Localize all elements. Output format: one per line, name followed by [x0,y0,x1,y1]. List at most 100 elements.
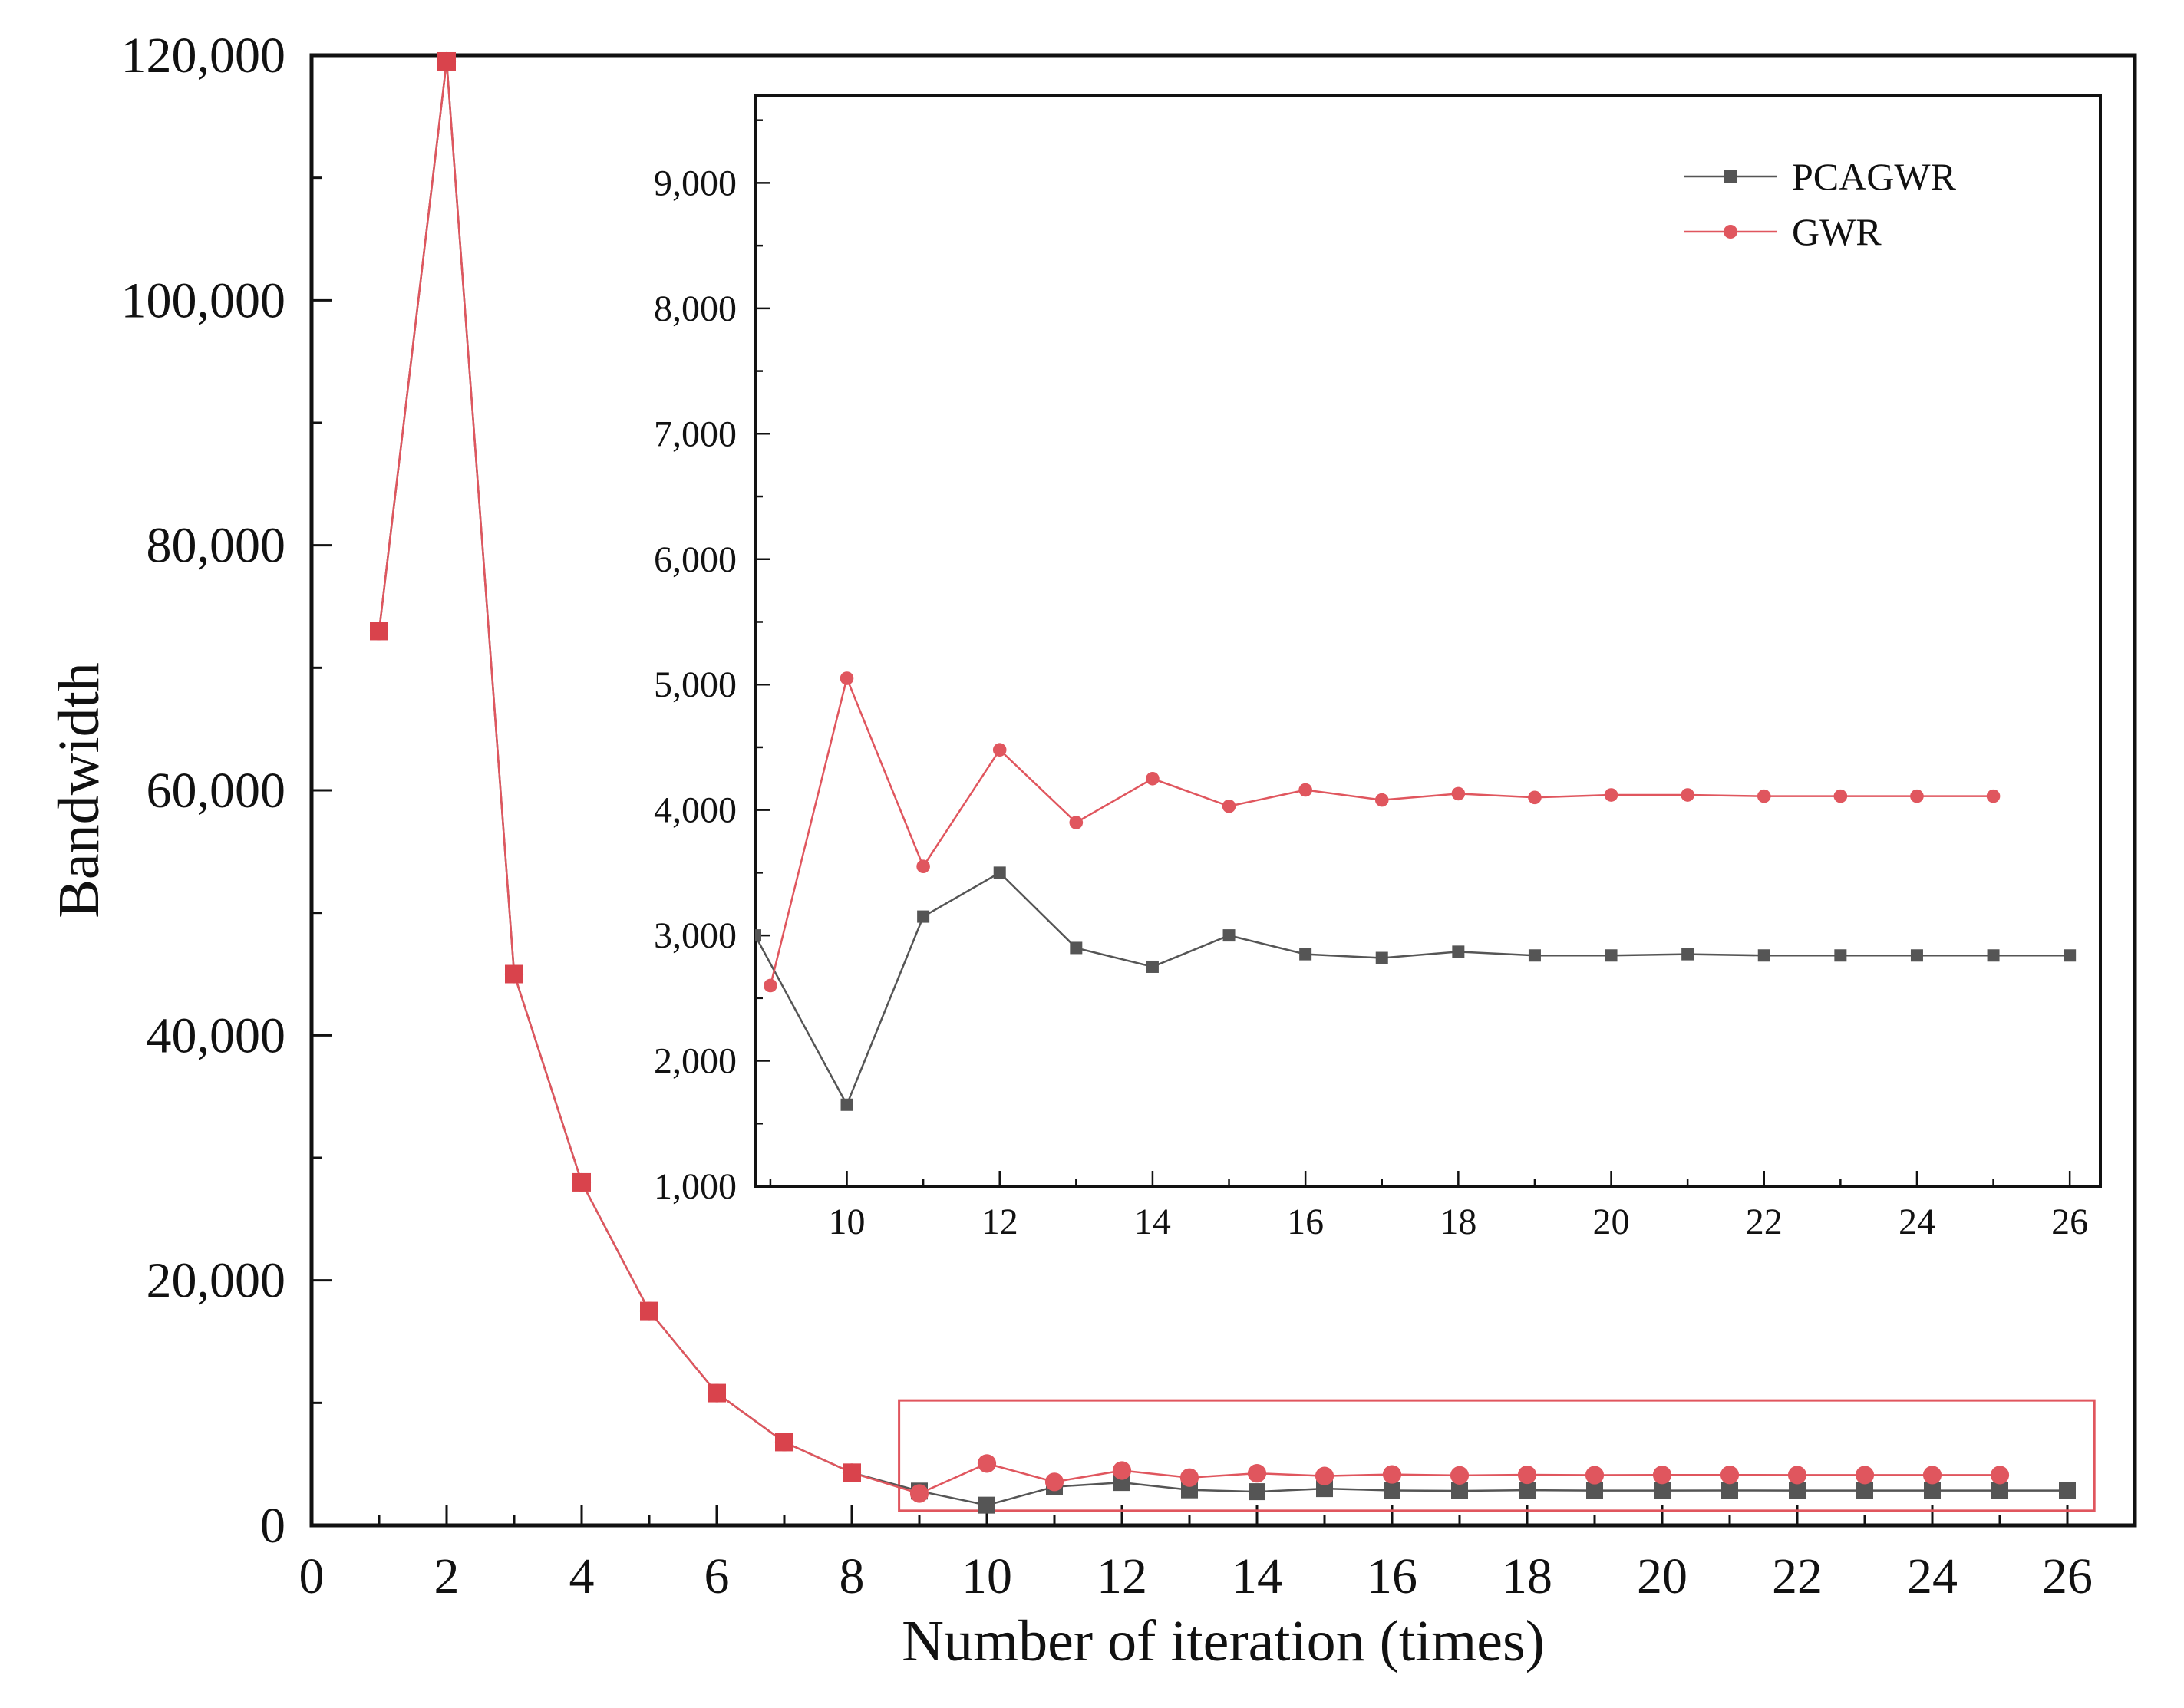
main-plot: 0 2 4 6 8 10 12 14 16 18 20 22 24 26020,00040,00060,0… [47,28,2137,1673]
main-point-pcagwr [1856,1482,1873,1499]
inset-point-pcagwr [1987,949,2000,962]
inset-y-tick-label: 2,000 [654,1041,737,1082]
inset-point-pcagwr [1757,949,1770,962]
main-point-gwr [1315,1466,1334,1485]
main-point-pcagwr [1316,1480,1333,1498]
inset-x-tick-label: 26 [2051,1202,2088,1242]
inset-point-gwr [1910,789,1924,803]
inset-y-tick-label: 8,000 [654,289,737,329]
y-axis-title: Bandwidth [47,662,111,918]
inset-x-tick-label: 18 [1440,1202,1476,1242]
inset-x-tick-label: 16 [1287,1202,1324,1242]
x-axis-title: Number of iteration (times) [902,1609,1545,1673]
inset-point-gwr [1681,788,1694,802]
main-point-gwr [1517,1465,1537,1485]
inset-point-pcagwr [1605,949,1618,962]
inset-point-pcagwr [1222,929,1236,942]
main-point-shared [572,1172,591,1192]
inset-point-gwr [992,743,1007,757]
inset-point-gwr [1451,786,1466,801]
inset-point-gwr [1528,790,1542,805]
main-point-pcagwr [1924,1482,1941,1499]
main-point-pcagwr [1654,1482,1671,1499]
main-point-gwr [1450,1466,1470,1485]
y-tick-label: 0 [260,1498,285,1554]
x-tick-label: 4 [569,1548,595,1604]
y-tick-label: 20,000 [147,1253,286,1309]
main-point-gwr [1922,1466,1942,1485]
inset-point-pcagwr [1070,941,1083,955]
x-tick-label: 18 [1502,1548,1552,1604]
main-point-shared [843,1463,861,1482]
y-tick-label: 100,000 [121,272,286,328]
x-tick-label: 0 [299,1548,325,1604]
x-tick-label: 14 [1232,1548,1282,1604]
inset-series-line-pcagwr [755,871,2070,1107]
inset-point-pcagwr [993,866,1006,879]
x-tick-label: 12 [1097,1548,1147,1604]
legend-label-pcagwr: PCAGWR [1792,155,1957,198]
main-point-gwr [977,1454,997,1473]
inset-point-gwr [1222,799,1236,813]
main-point-pcagwr [1789,1482,1806,1499]
inset-point-gwr [1374,793,1389,807]
inset-point-pcagwr [1452,945,1465,958]
inset-point-gwr [1146,771,1160,786]
main-point-shared [775,1433,793,1452]
main-point-shared [505,964,523,984]
inset-x-tick-label: 24 [1899,1202,1935,1242]
main-point-shared [437,51,456,71]
main-point-gwr [1787,1466,1807,1485]
legend-label-gwr: GWR [1792,210,1882,253]
main-point-shared [640,1301,658,1321]
inset-point-pcagwr [1910,949,1923,962]
x-tick-label: 10 [962,1548,1012,1604]
main-point-gwr [1044,1472,1064,1492]
main-point-pcagwr [1451,1482,1468,1499]
inset-point-pcagwr [917,910,930,923]
legend-marker-gwr [1724,225,1737,239]
main-point-pcagwr [1586,1482,1603,1499]
inset-x-tick-label: 22 [1746,1202,1783,1242]
inset-point-pcagwr [1375,951,1388,964]
inset-plot: 10 12 14 16 18 20 22 24 26 1,000 2,000 3,000 4,000 5,… [654,94,2102,1242]
main-point-pcagwr [978,1496,995,1514]
inset-point-gwr [1298,783,1312,797]
main-point-gwr [1990,1466,2010,1485]
inset-point-gwr [1833,789,1848,803]
main-point-gwr [1652,1466,1672,1485]
main-point-gwr [1382,1465,1402,1484]
main-point-pcagwr [1384,1482,1400,1499]
inset-point-pcagwr [1681,948,1694,961]
main-point-gwr [909,1484,929,1503]
inset-point-gwr [1757,789,1771,803]
main-point-gwr [1720,1466,1740,1485]
main-point-gwr [1855,1466,1875,1485]
inset-point-gwr [840,671,854,685]
x-tick-label: 8 [840,1548,865,1604]
inset-point-gwr [1986,789,2001,803]
inset-point-pcagwr [1146,960,1159,973]
inset-point-gwr [1069,816,1084,829]
inset-point-gwr [916,859,930,874]
inset-point-gwr [1604,788,1618,802]
y-tick-label: 120,000 [121,28,286,84]
inset-series-group [755,671,2077,1111]
x-tick-label: 24 [1907,1548,1958,1604]
main-point-pcagwr [1519,1482,1536,1499]
zoom-region-box [898,1399,2096,1512]
inset-point-pcagwr [1834,949,1847,962]
inset-y-tick-label: 4,000 [654,790,737,831]
inset-y-tick-label: 5,000 [654,664,737,705]
main-point-gwr [1247,1464,1267,1483]
main-point-pcagwr [1721,1482,1738,1499]
main-point-gwr [1112,1461,1132,1480]
y-tick-label: 60,000 [147,763,286,819]
main-point-shared [708,1383,726,1403]
inset-y-tick-label: 1,000 [654,1166,737,1207]
x-tick-label: 2 [434,1548,460,1604]
y-tick-label: 80,000 [147,518,286,574]
inset-y-tick-label: 9,000 [654,163,737,203]
main-point-gwr [1585,1466,1605,1485]
